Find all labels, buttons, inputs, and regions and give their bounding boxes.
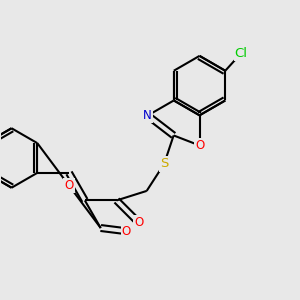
Text: Cl: Cl [235, 47, 248, 60]
Text: O: O [134, 216, 143, 229]
Text: O: O [64, 179, 74, 192]
Text: S: S [160, 158, 168, 170]
Text: N: N [143, 109, 152, 122]
Text: O: O [195, 139, 204, 152]
Text: O: O [122, 225, 131, 238]
